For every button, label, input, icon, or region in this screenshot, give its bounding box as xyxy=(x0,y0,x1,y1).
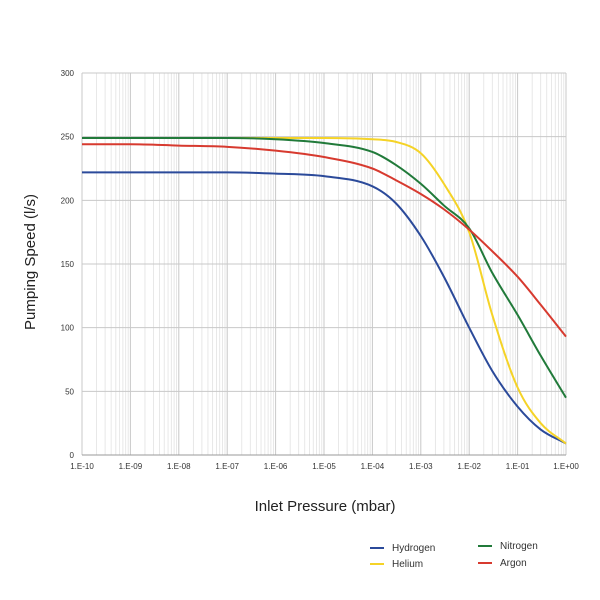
x-tick-label: 1.E-05 xyxy=(312,462,336,471)
x-tick-label: 1.E+00 xyxy=(553,462,579,471)
x-tick-label: 1.E-06 xyxy=(264,462,288,471)
legend-label-helium: Helium xyxy=(392,559,423,570)
x-tick-labels: 1.E-10 1.E-09 1.E-08 1.E-07 1.E-06 1.E-05 1.E-… xyxy=(70,462,579,471)
y-tick-label: 150 xyxy=(61,260,75,269)
x-tick-label: 1.E-08 xyxy=(167,462,191,471)
x-axis-title: Inlet Pressure (mbar) xyxy=(255,498,396,515)
x-tick-label: 1.E-03 xyxy=(409,462,433,471)
x-tick-label: 1.E-10 xyxy=(70,462,94,471)
y-tick-label: 200 xyxy=(61,196,75,205)
y-tick-label: 300 xyxy=(61,69,75,78)
series-lines xyxy=(81,136,567,445)
y-tick-label: 0 xyxy=(70,451,75,460)
legend-label-argon: Argon xyxy=(500,558,527,569)
legend-label-nitrogen: Nitrogen xyxy=(500,541,538,552)
y-axis-title: Pumping Speed (l/s) xyxy=(22,194,39,330)
series-line-nitrogen xyxy=(82,136,567,399)
y-tick-label: 100 xyxy=(61,324,75,333)
x-tick-label: 1.E-07 xyxy=(215,462,239,471)
major-gridlines xyxy=(81,72,567,456)
legend: Hydrogen Nitrogen Helium Argon xyxy=(370,541,538,570)
x-tick-label: 1.E-01 xyxy=(506,462,530,471)
x-tick-label: 1.E-02 xyxy=(457,462,481,471)
y-tick-labels: 0 50 100 150 200 250 300 xyxy=(61,69,75,460)
y-tick-label: 50 xyxy=(65,387,74,396)
x-tick-label: 1.E-09 xyxy=(119,462,143,471)
legend-label-hydrogen: Hydrogen xyxy=(392,543,435,554)
series-line-argon xyxy=(82,143,567,338)
y-tick-label: 250 xyxy=(61,133,75,142)
series-line-hydrogen xyxy=(81,171,567,445)
x-tick-label: 1.E-04 xyxy=(361,462,385,471)
